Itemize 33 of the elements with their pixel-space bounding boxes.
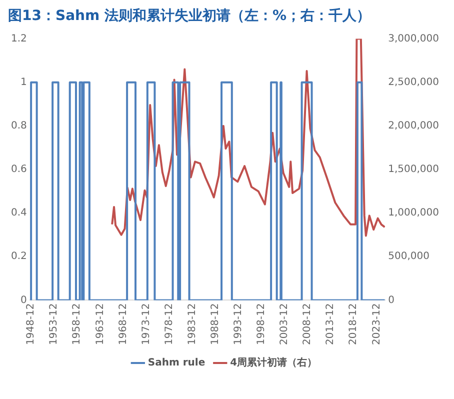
y-tick-label: 0.6 [10, 164, 27, 176]
x-tick-label: 1978-12 [164, 303, 175, 346]
x-tick-label: 1998-12 [256, 303, 268, 346]
y-tick-label: 1.2 [10, 33, 27, 44]
y-tick-label: 0.2 [10, 251, 27, 262]
x-tick-label: 1958-12 [72, 303, 83, 346]
x-tick-label: 1988-12 [210, 303, 221, 346]
x-tick-label: 2013-12 [325, 303, 336, 346]
y2-tick-label: 1,000,000 [388, 208, 440, 219]
y-tick-label: 0 [20, 294, 27, 306]
y2-tick-label: 1,500,000 [388, 164, 440, 176]
x-tick-label: 2003-12 [279, 303, 290, 346]
x-tick-label: 1983-12 [186, 303, 198, 346]
x-tick-label: 1948-12 [26, 303, 37, 346]
x-tick-label: 2023-12 [371, 303, 382, 346]
x-tick-label: 1963-12 [94, 303, 106, 346]
chart-title: 图13：Sahm 法则和累计失业初请（左：%；右：千人） [8, 7, 370, 24]
y2-tick-label: 2,500,000 [388, 76, 440, 88]
x-tick-label: 2018-12 [348, 303, 360, 346]
y-tick-label: 1 [20, 76, 27, 88]
y2-tick-label: 2,000,000 [388, 120, 440, 132]
legend-label: 4周累计初请（右） [230, 356, 318, 369]
x-tick-label: 1993-12 [233, 303, 244, 346]
y2-tick-label: 3,000,000 [388, 33, 440, 44]
x-tick-label: 2008-12 [302, 303, 314, 346]
y-tick-label: 0.4 [10, 208, 27, 219]
y-tick-label: 0.8 [10, 120, 27, 132]
y2-tick-label: 500,000 [388, 251, 430, 262]
x-tick-label: 1953-12 [48, 303, 60, 346]
y2-tick-label: 0 [388, 294, 394, 306]
x-tick-label: 1973-12 [140, 303, 152, 346]
x-tick-label: 1968-12 [118, 303, 129, 346]
legend-label: Sahm rule [148, 358, 206, 369]
